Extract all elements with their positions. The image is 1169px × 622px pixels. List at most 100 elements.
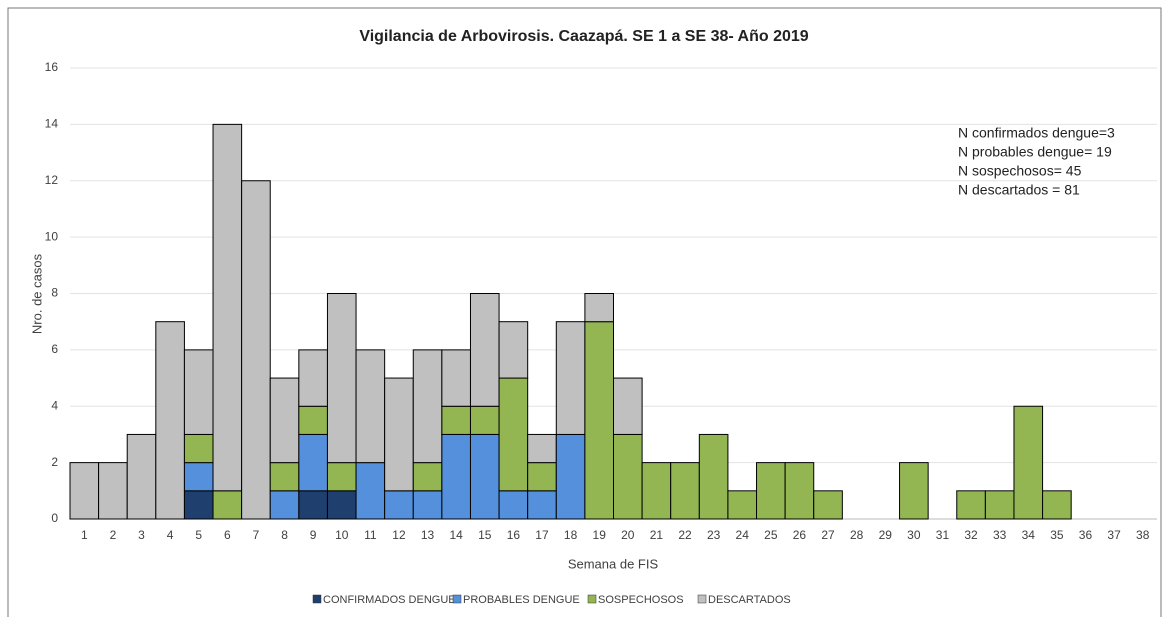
y-tick-label: 6 [51,342,58,356]
x-tick-label: 2 [110,528,117,542]
bar-segment [527,462,557,492]
y-tick-label: 10 [45,229,59,243]
y-tick-label: 2 [51,455,58,469]
x-tick-label: 1 [81,528,88,542]
bar-segment [698,433,729,520]
bar-segment [527,490,557,520]
x-tick-label: 8 [281,528,288,542]
x-tick-label: 31 [936,528,950,542]
x-tick-label: 27 [821,528,835,542]
x-tick-label: 24 [736,528,750,542]
x-tick-label: 16 [507,528,521,542]
x-tick-label: 32 [964,528,978,542]
bar-segment [69,462,100,520]
x-tick-label: 26 [793,528,807,542]
bar-segment [441,405,471,435]
bar-segment [298,349,328,407]
bar-segment [183,490,214,520]
y-tick-label: 16 [45,60,59,74]
x-tick-label: 5 [195,528,202,542]
bar-segment [469,293,500,407]
bar-segment [212,490,243,520]
bar-segment [241,180,271,520]
bar-segment [641,462,672,520]
bar-segment [613,377,643,435]
bar-segment [183,349,214,435]
bar-segment [98,462,128,520]
x-tick-label: 28 [850,528,864,542]
x-tick-label: 36 [1079,528,1093,542]
y-tick-label: 4 [51,398,58,412]
x-tick-label: 23 [707,528,721,542]
x-tick-label: 11 [364,528,377,542]
bar-segment [269,377,300,464]
bar-segment [298,433,328,492]
bar-segment [613,433,643,520]
x-tick-label: 22 [678,528,692,542]
bar-segment [441,433,471,520]
x-tick-label: 12 [392,528,406,542]
x-tick-label: 35 [1050,528,1064,542]
bar-segment [555,321,586,435]
bar-segment [441,349,471,407]
bar-segment [412,462,443,492]
bar-segment [212,123,243,492]
x-tick-label: 14 [449,528,463,542]
bar-segment [355,349,386,464]
annotation: N confirmados dengue=3 [958,125,1115,141]
x-tick-label: 21 [650,528,664,542]
x-tick-label: 25 [764,528,778,542]
x-tick-label: 17 [535,528,549,542]
annotation: N sospechosos= 45 [958,163,1082,179]
y-tick-label: 0 [51,511,58,525]
bar-segment [384,490,414,520]
x-tick-label: 18 [564,528,578,542]
bar-segment [584,293,614,323]
bar-segment [298,490,328,520]
bar-segment [269,462,300,492]
bar-segment [899,462,929,520]
bar-segment [670,462,700,520]
x-tick-label: 4 [167,528,174,542]
x-tick-label: 37 [1107,528,1121,542]
y-tick-label: 8 [51,286,58,300]
bar-segment [727,490,758,520]
bar-segment [269,490,300,520]
x-tick-label: 15 [478,528,492,542]
legend-marker [452,594,462,604]
x-tick-label: 33 [993,528,1007,542]
x-tick-label: 19 [593,528,607,542]
bar-segment [756,462,786,520]
bar-segment [412,349,443,464]
x-tick-label: 20 [621,528,635,542]
x-tick-label: 3 [138,528,145,542]
bar-segment [326,462,357,492]
x-tick-label: 9 [310,528,317,542]
x-tick-label: 38 [1136,528,1150,542]
bar-segment [498,321,529,379]
y-tick-label: 12 [45,173,59,187]
bar-segment [183,462,214,492]
x-tick-label: 34 [1022,528,1036,542]
legend-label: SOSPECHOSOS [598,594,684,606]
chart-title: Vigilancia de Arbovirosis. Caazapá. SE 1… [359,28,808,45]
legend-marker [697,594,707,604]
bar-segment [326,490,357,520]
bar-segment [155,321,185,520]
bar-segment [469,405,500,435]
bar-segment [1013,405,1044,520]
bar-segment [956,490,986,520]
x-tick-label: 10 [335,528,349,542]
legend-marker [312,594,322,604]
bar-segment [298,405,328,435]
bar-segment [412,490,443,520]
x-tick-label: 13 [421,528,435,542]
legend-marker [587,594,597,604]
annotation: N descartados = 81 [958,182,1080,198]
x-tick-label: 7 [253,528,260,542]
bar-segment [498,490,529,520]
bar-segment [384,377,414,492]
annotation: N probables dengue= 19 [958,144,1112,160]
bar-segment [469,433,500,520]
